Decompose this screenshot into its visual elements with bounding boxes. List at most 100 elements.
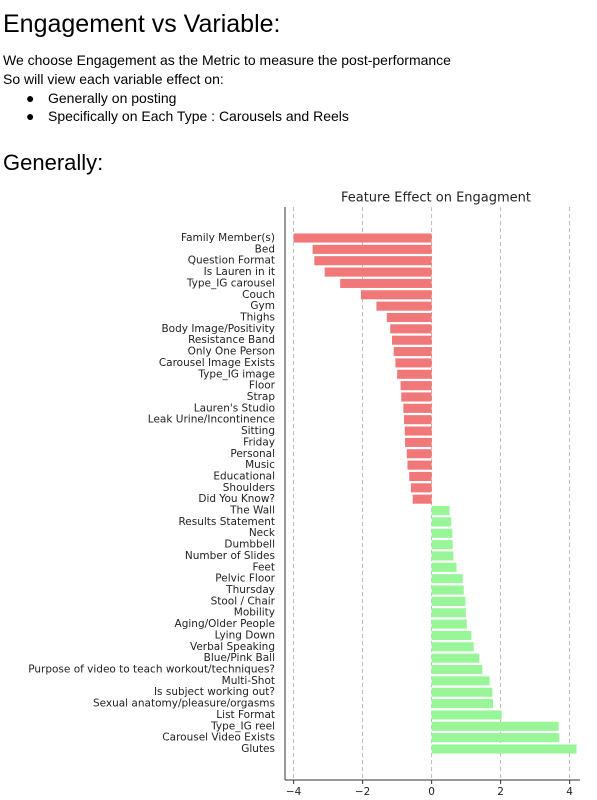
bar [431, 574, 463, 584]
bar [431, 608, 466, 618]
bar [409, 471, 432, 482]
bar [431, 653, 480, 663]
bar [391, 335, 432, 345]
y-tick-label: Floor [249, 380, 276, 392]
y-tick-label: Feet [252, 561, 275, 573]
y-tick-label: Pelvic Floor [215, 573, 275, 585]
bar [293, 233, 432, 243]
bar [431, 528, 453, 538]
bullet-text: Specifically on Each Type : Carousels an… [48, 108, 349, 124]
y-tick-label: Educational [213, 470, 275, 482]
bar [360, 290, 432, 300]
y-tick-label: Number of Slides [185, 550, 275, 562]
y-tick-label: The Wall [229, 505, 275, 517]
bar [431, 585, 464, 595]
bar [406, 449, 432, 459]
bar [340, 278, 432, 288]
y-tick-label: Carousel Image Exists [159, 357, 275, 369]
bar [431, 721, 559, 731]
y-tick-label: Family Member(s) [181, 232, 275, 244]
bullet-dot: ● [26, 90, 35, 106]
y-tick-label: Type_IG carousel [186, 277, 275, 289]
bar [431, 710, 502, 720]
y-tick-label: Resistance Band [188, 334, 275, 346]
x-tick-label: 0 [428, 786, 435, 798]
intro-text: So will view each variable effect on: [3, 71, 224, 87]
y-tick-label: Is Lauren in it [204, 266, 275, 278]
y-tick-label: Sitting [241, 425, 275, 437]
y-tick-label: Gym [250, 300, 275, 312]
y-tick-label: Glutes [241, 743, 275, 755]
bar [431, 733, 560, 743]
bar [431, 551, 454, 561]
bar [412, 494, 432, 504]
bar [431, 540, 453, 550]
bar [390, 324, 432, 334]
y-tick-label: Thursday [225, 584, 275, 596]
x-tick-label: −2 [355, 786, 370, 798]
bar [403, 403, 432, 413]
bar [324, 267, 432, 277]
y-tick-label: Multi-Shot [222, 675, 275, 687]
y-tick-label: Purpose of video to teach workout/techni… [28, 664, 275, 676]
y-tick-label: Personal [230, 448, 275, 460]
bar [404, 426, 432, 436]
bar [400, 381, 432, 391]
y-tick-label: Mobility [234, 607, 275, 619]
y-tick-label: Type_IG image [197, 368, 275, 380]
y-tick-label: Is subject working out? [154, 686, 275, 698]
y-tick-label: Dumbbell [224, 539, 275, 551]
bar [393, 347, 432, 357]
y-tick-label: Aging/Older People [175, 618, 275, 630]
bar [431, 699, 494, 709]
bar [405, 437, 432, 447]
bar [401, 392, 432, 402]
chart-title: Feature Effect on Engagment [341, 191, 531, 206]
intro-text: We choose Engagement as the Metric to me… [3, 52, 451, 68]
bar [431, 505, 450, 516]
y-tick-label: Lauren's Studio [194, 402, 275, 414]
y-tick-label: Only One Person [188, 346, 275, 358]
bar [395, 358, 432, 368]
y-tick-label: Question Format [188, 255, 275, 267]
bar [386, 312, 432, 323]
bullet-dot: ● [26, 108, 35, 124]
y-tick-label: Leak Urine/Incontinence [148, 414, 275, 426]
y-tick-label: Strap [247, 391, 276, 403]
bar [407, 460, 432, 470]
page-title: Engagement vs Variable: [3, 10, 281, 38]
y-tick-label: Type_IG reel [210, 720, 275, 732]
bar [431, 687, 493, 697]
y-tick-label: Body Image/Positivity [161, 323, 275, 335]
bar [404, 415, 432, 425]
y-tick-label: Shoulders [223, 482, 275, 494]
bar [431, 744, 577, 754]
bar [431, 676, 490, 686]
bar [431, 642, 474, 652]
bar [314, 256, 432, 266]
y-tick-label: Friday [243, 436, 275, 448]
bar [431, 562, 457, 572]
y-tick-label: Did You Know? [198, 493, 275, 505]
bar [431, 630, 472, 640]
section-heading: Generally: [3, 150, 104, 175]
bar [431, 664, 483, 675]
y-tick-label: Thighs [239, 311, 275, 323]
y-tick-label: Results Statement [178, 516, 275, 528]
y-tick-label: Verbal Speaking [190, 641, 275, 653]
y-tick-label: Carousel Video Exists [162, 732, 275, 744]
bar [431, 517, 452, 527]
x-tick-label: −4 [286, 786, 302, 798]
y-tick-label: Lying Down [215, 629, 275, 641]
bar [431, 619, 467, 629]
bullet-text: Generally on posting [48, 90, 177, 106]
y-tick-label: Sexual anatomy/pleasure/orgasms [93, 698, 275, 710]
x-tick-label: 2 [497, 786, 504, 798]
bar [410, 483, 432, 493]
y-tick-label: Neck [249, 527, 276, 539]
y-tick-label: Bed [255, 243, 275, 255]
y-tick-label: List Format [216, 709, 275, 721]
y-tick-label: Music [245, 459, 275, 471]
